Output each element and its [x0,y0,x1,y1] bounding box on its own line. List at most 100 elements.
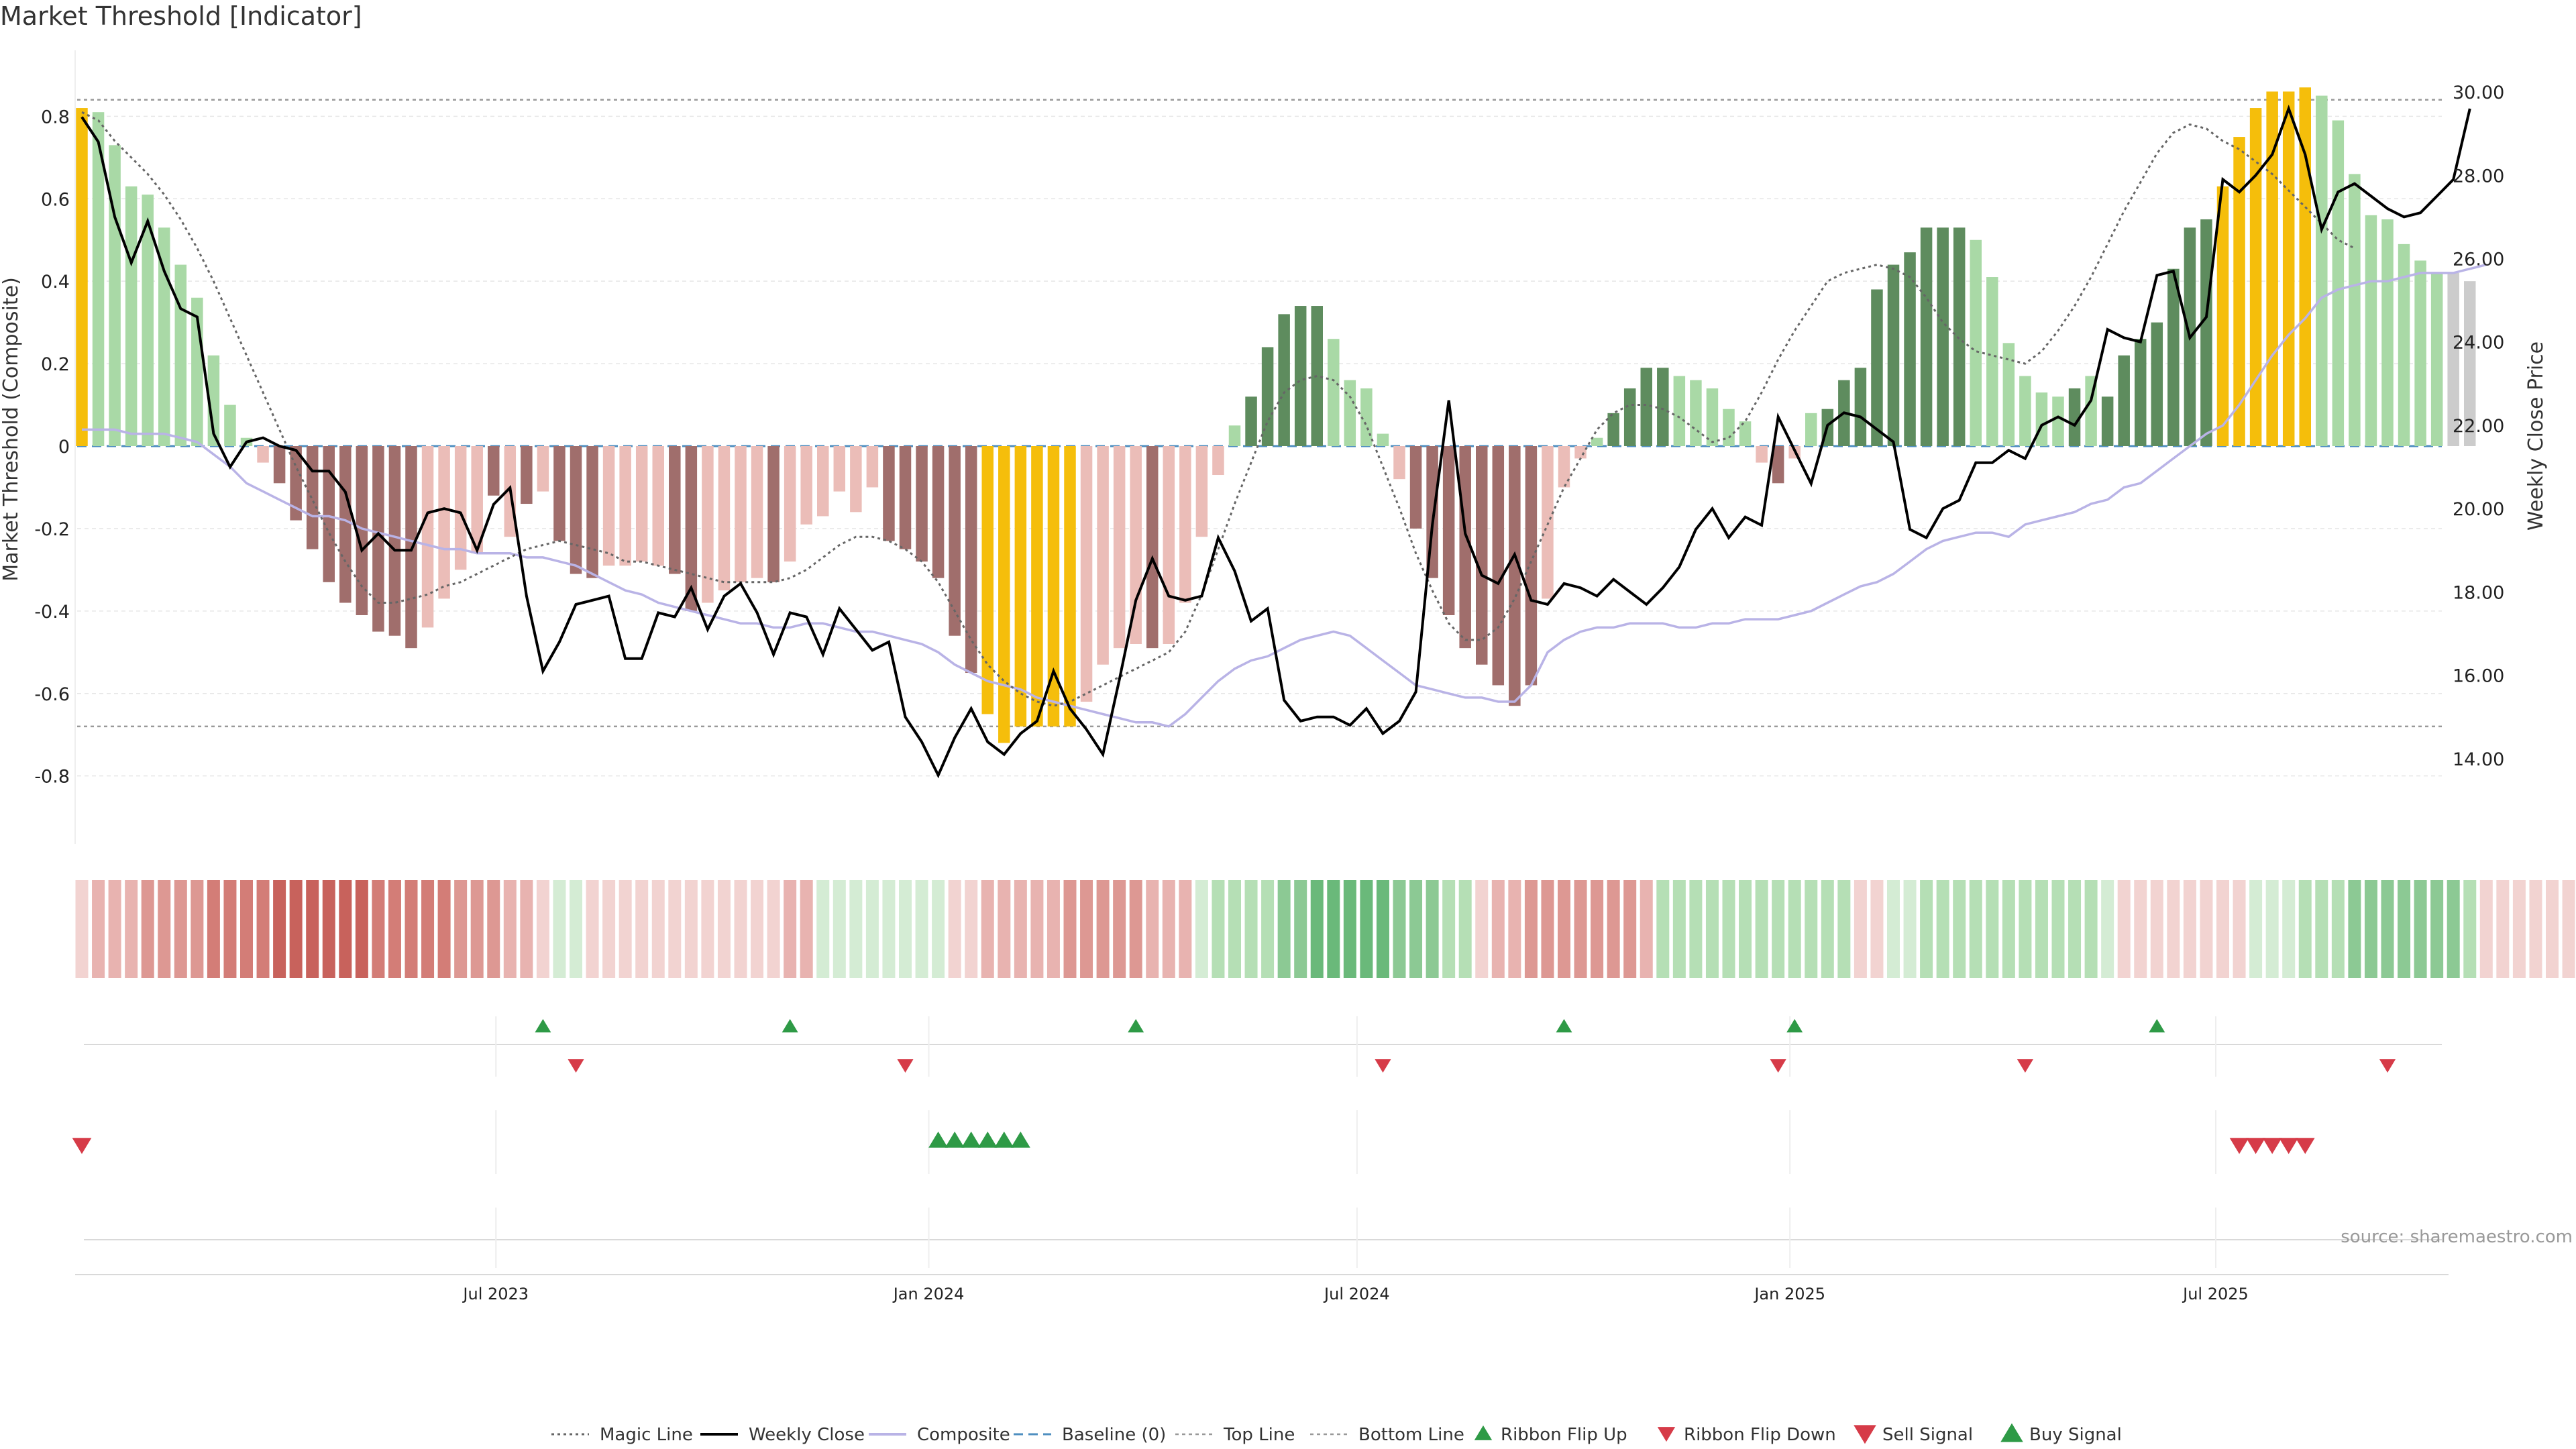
x-tick-label: Jul 2023 [462,1285,529,1303]
composite-bar [1442,446,1455,615]
y-tick-label-right: 26.00 [2453,250,2504,270]
composite-bar [224,405,236,446]
composite-bar [1970,239,1982,446]
ribbon-cell [1986,880,1999,978]
composite-bar [1031,446,1043,727]
composite-bar [1195,446,1208,537]
y-tick-label-left: -0.4 [34,602,70,623]
legend-item: Bottom Line [1310,1425,1464,1445]
composite-bar [1591,437,1603,446]
composite-bar [537,446,549,492]
y-tick-label-left: 0.8 [41,107,70,127]
composite-bar [1657,368,1669,446]
composite-bar [2068,388,2081,446]
threshold-lines [77,99,2442,728]
ribbon-cell [372,880,385,978]
buy-signal-marker [1010,1131,1030,1148]
x-tick-label: Jul 2024 [1323,1285,1390,1303]
composite-line [82,263,2487,728]
composite-bar [899,446,912,549]
y-axis-label-left: Market Threshold (Composite) [0,277,23,582]
series-lines [80,104,2487,779]
composite-bar [1393,446,1405,480]
composite-bar [1953,227,1966,446]
ribbon-cell [717,880,731,978]
legend-label: Magic Line [600,1425,693,1445]
legend-label: Sell Signal [1882,1425,1973,1445]
legend-icon-ribbon-flip-up [1474,1425,1493,1440]
ribbon-cell [520,880,533,978]
legend-icon-sell-signal [1854,1425,1876,1444]
ribbon-cell [882,880,896,978]
ribbon-cell [651,880,665,978]
ribbon-cell [2479,880,2493,978]
ribbon-cell [1162,880,1175,978]
composite-bar [1064,446,1076,727]
composite-bar [1937,227,1949,446]
y-tick-label-right: 14.00 [2453,749,2504,770]
composite-bar [2002,343,2015,446]
legend-label: Bottom Line [1358,1425,1464,1445]
composite-bar [488,446,500,496]
sell-signal-marker [2262,1138,2282,1155]
ribbon-cell [2381,880,2394,978]
ribbon-cell [158,880,171,978]
composite-bar [142,195,154,446]
y-tick-label-left: -0.2 [34,519,70,540]
ribbon-cell [2216,880,2229,978]
composite-bar [1179,446,1191,603]
y-tick-label-right: 28.00 [2453,166,2504,186]
ribbon-cell [2068,880,2082,978]
composite-bar [356,446,368,615]
composite-bar [1920,227,1933,446]
legend-item: Buy Signal [2000,1423,2122,1445]
legend-item: Baseline (0) [1014,1425,1166,1445]
ribbon-cell [1591,880,1604,978]
ribbon-cell [2315,880,2328,978]
y-tick-label-right: 20.00 [2453,499,2504,520]
composite-bar [619,446,631,566]
legend-icon-ribbon-flip-down [1657,1427,1676,1442]
legend-label: Buy Signal [2029,1425,2122,1445]
composite-bar [850,446,862,513]
ribbon-cell [2233,880,2246,978]
legend-label: Composite [917,1425,1010,1445]
composite-bar [2151,322,2163,446]
ribbon-cell [833,880,846,978]
ribbon-cell [470,880,484,978]
ribbon-cell [1113,880,1126,978]
ribbon-cell [322,880,335,978]
composite-bar [1261,347,1274,446]
legend-label: Baseline (0) [1062,1425,1166,1445]
ribbon-cell [454,880,468,978]
ribbon-cell [701,880,714,978]
composite-bar [718,446,731,591]
ribbon-cell [2447,880,2460,978]
buy-signal-marker [928,1131,948,1148]
ribbon-cell [2282,880,2296,978]
ribbon-cell [2084,880,2098,978]
ribbon-cell [1854,880,1867,978]
composite-bar [2101,396,2114,446]
x-tick-label: Jan 2025 [1753,1285,1825,1303]
ribbon-cell [1936,880,1949,978]
y-tick-label-right: 16.00 [2453,666,2504,687]
chart-title: Market Threshold [Indicator] [0,1,362,31]
ribbon-cell [570,880,582,978]
composite-bar [1459,446,1471,649]
composite-bar [1409,446,1422,529]
composite-bar [1278,314,1290,446]
ribbon-cell [981,880,994,978]
legend-item: Ribbon Flip Down [1657,1425,1836,1445]
composite-bar [1377,433,1389,446]
ribbon-cell [2150,880,2163,978]
ribbon-cell [668,880,682,978]
composite-bar [1706,388,1719,446]
ribbon-cell [800,880,813,978]
ribbon-flip-down-marker [2017,1059,2033,1073]
ribbon-cell [816,880,830,978]
ribbon-cell [1623,880,1637,978]
composite-bar [1623,388,1636,446]
source-note: source: sharemaestro.com [2341,1227,2573,1247]
grid-lines [77,115,2442,777]
